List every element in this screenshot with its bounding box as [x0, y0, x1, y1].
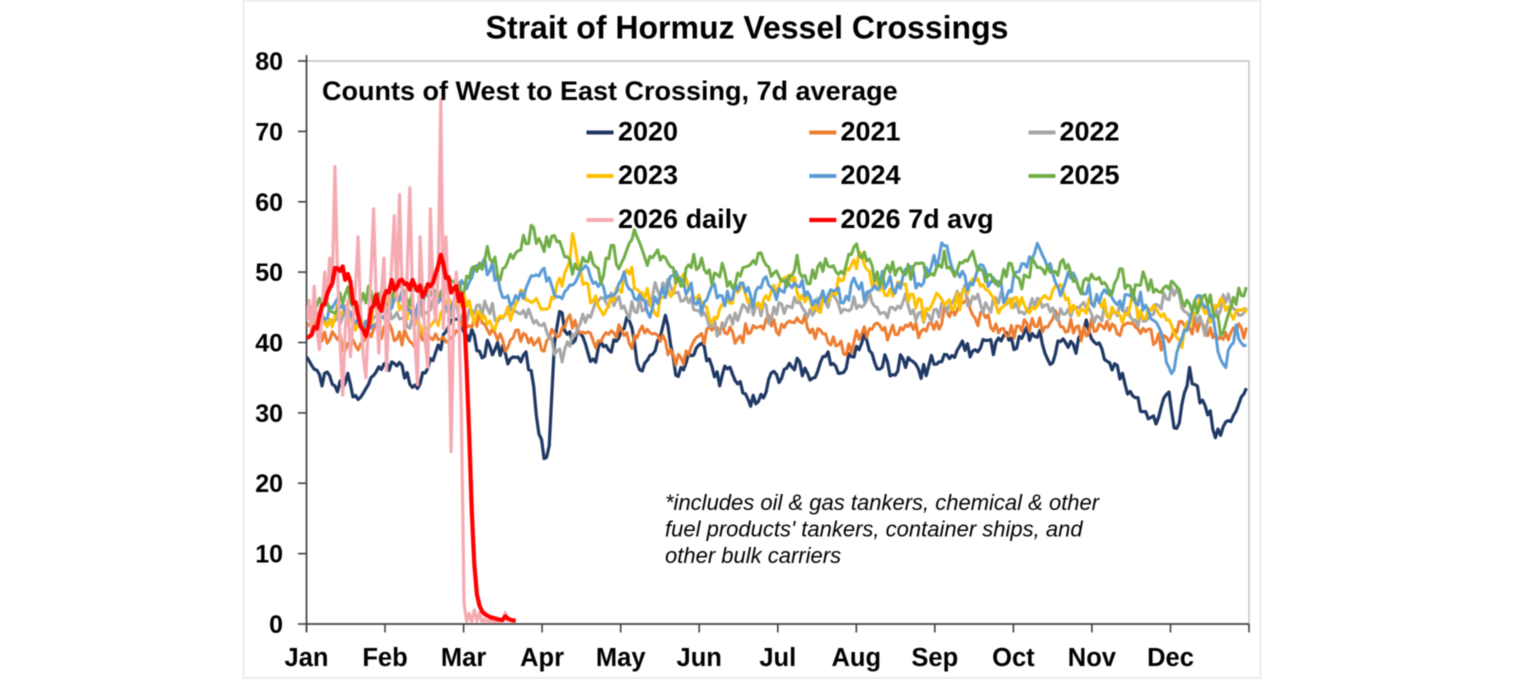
svg-text:20: 20: [255, 470, 283, 498]
svg-text:30: 30: [255, 400, 283, 428]
svg-text:80: 80: [255, 48, 283, 76]
svg-text:Jun: Jun: [677, 644, 722, 672]
svg-text:Mar: Mar: [441, 644, 486, 672]
svg-text:*includes oil & gas tankers, c: *includes oil & gas tankers, chemical & …: [665, 490, 1101, 515]
svg-text:Feb: Feb: [362, 644, 407, 672]
svg-text:2021: 2021: [841, 117, 901, 147]
svg-text:40: 40: [255, 330, 283, 358]
svg-text:Nov: Nov: [1068, 644, 1117, 672]
svg-text:70: 70: [255, 118, 283, 146]
svg-text:Jul: Jul: [759, 644, 796, 672]
svg-text:Aug: Aug: [832, 644, 882, 672]
svg-text:2020: 2020: [618, 117, 678, 147]
svg-text:Counts of West to East Crossin: Counts of West to East Crossing, 7d aver…: [322, 76, 898, 106]
svg-text:2024: 2024: [841, 160, 901, 190]
svg-text:Oct: Oct: [992, 644, 1035, 672]
svg-text:Apr: Apr: [520, 644, 564, 672]
svg-text:2023: 2023: [618, 160, 678, 190]
svg-text:10: 10: [255, 541, 283, 569]
svg-text:May: May: [596, 644, 646, 672]
svg-text:60: 60: [255, 189, 283, 217]
svg-text:Sep: Sep: [911, 644, 958, 672]
svg-text:Strait of Hormuz Vessel Crossi: Strait of Hormuz Vessel Crossings: [486, 10, 1009, 46]
svg-text:Dec: Dec: [1147, 644, 1194, 672]
svg-text:other bulk carriers: other bulk carriers: [665, 543, 841, 568]
svg-text:0: 0: [269, 611, 283, 639]
svg-text:fuel products' tankers, contai: fuel products' tankers, container ships,…: [665, 517, 1083, 542]
svg-text:Jan: Jan: [285, 644, 329, 672]
svg-text:2025: 2025: [1060, 160, 1120, 190]
svg-text:2022: 2022: [1060, 117, 1120, 147]
svg-text:50: 50: [255, 259, 283, 287]
svg-text:2026 daily: 2026 daily: [618, 204, 747, 234]
svg-text:2026 7d avg: 2026 7d avg: [841, 204, 994, 234]
